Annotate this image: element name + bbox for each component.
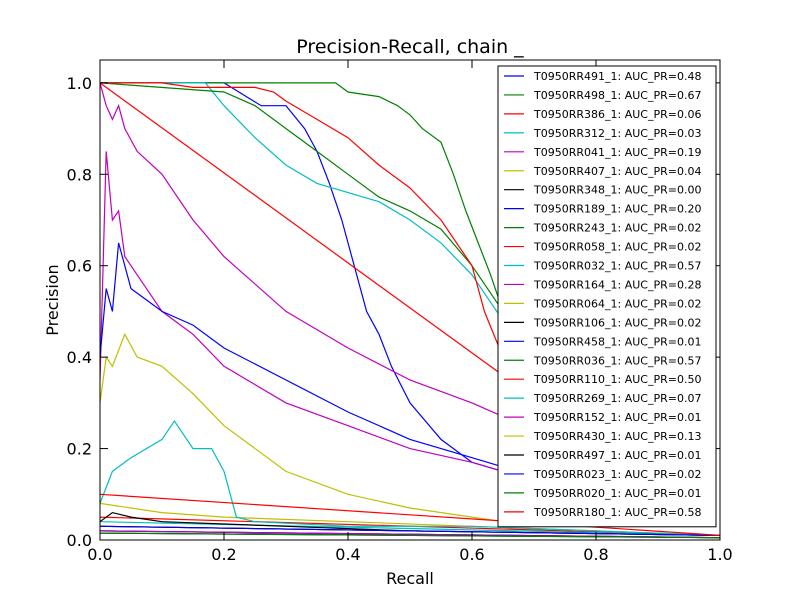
legend-entry: T0950RR348_1: AUC_PR=0.00	[533, 184, 701, 197]
series-line-10	[100, 82, 504, 321]
legend-entry: T0950RR430_1: AUC_PR=0.13	[533, 430, 701, 443]
legend-entry: T0950RR498_1: AUC_PR=0.67	[533, 89, 701, 102]
x-tick-label: 0.8	[583, 545, 608, 564]
legend-entry: T0950RR180_1: AUC_PR=0.58	[533, 506, 701, 519]
y-tick-label: 0.2	[67, 440, 92, 459]
series-line-15	[100, 82, 504, 312]
series-line-19	[100, 332, 504, 523]
legend-entry: T0950RR164_1: AUC_PR=0.28	[533, 278, 701, 291]
legend-entry: T0950RR152_1: AUC_PR=0.01	[533, 411, 701, 424]
legend-entry: T0950RR106_1: AUC_PR=0.02	[533, 316, 701, 329]
legend-entry: T0950RR110_1: AUC_PR=0.50	[533, 373, 701, 386]
legend-entry: T0950RR497_1: AUC_PR=0.01	[533, 449, 701, 462]
y-tick-label: 0.4	[67, 348, 92, 367]
series-line-17	[100, 420, 720, 536]
legend-entry: T0950RR491_1: AUC_PR=0.48	[533, 70, 701, 83]
legend-entry: T0950RR023_1: AUC_PR=0.02	[533, 468, 701, 481]
legend-box	[497, 65, 717, 528]
chart-title: Precision-Recall, chain _	[296, 36, 524, 58]
legend-entry: T0950RR032_1: AUC_PR=0.57	[533, 260, 701, 273]
legend-entry: T0950RR243_1: AUC_PR=0.02	[533, 222, 701, 235]
legend: T0950RR491_1: AUC_PR=0.48 T0950RR498_1: A…	[497, 65, 717, 528]
series-line-3	[100, 521, 720, 536]
series-line-1	[100, 82, 504, 312]
series-line-24	[100, 493, 720, 536]
y-tick-label: 0.6	[67, 257, 92, 276]
series-line-23	[100, 82, 504, 358]
x-tick-label: 0.4	[335, 545, 360, 564]
x-tick-label: 1.0	[707, 545, 732, 564]
legend-entry: T0950RR386_1: AUC_PR=0.06	[533, 108, 701, 121]
series-line-4	[100, 151, 504, 472]
y-axis-label: Precision	[43, 264, 62, 335]
x-tick-label: 0.6	[459, 545, 484, 564]
series-layer	[100, 82, 720, 539]
plot-frame	[99, 59, 721, 541]
series-line-16	[100, 82, 504, 376]
legend-entry: T0950RR058_1: AUC_PR=0.02	[533, 241, 701, 254]
legend-entry: T0950RR036_1: AUC_PR=0.57	[533, 354, 701, 367]
x-axis-label: Recall	[386, 569, 434, 588]
legend-entry: T0950RR020_1: AUC_PR=0.01	[533, 487, 701, 500]
legend-entry: T0950RR064_1: AUC_PR=0.02	[533, 297, 701, 310]
series-line-11	[100, 82, 504, 418]
x-ticks: 0.0 0.2 0.4 0.6 0.8 1.0	[87, 60, 733, 564]
series-line-22	[100, 532, 720, 539]
legend-entry: T0950RR312_1: AUC_PR=0.03	[533, 127, 701, 140]
legend-entry: T0950RR041_1: AUC_PR=0.19	[533, 146, 701, 159]
series-line-0	[100, 82, 504, 472]
series-line-21	[100, 525, 720, 536]
x-tick-label: 0.2	[211, 545, 236, 564]
series-line-7	[100, 242, 504, 468]
legend-entry: T0950RR458_1: AUC_PR=0.01	[533, 335, 701, 348]
y-tick-label: 1.0	[67, 74, 92, 93]
legend-entry: T0950RR189_1: AUC_PR=0.20	[533, 203, 701, 216]
legend-entry: T0950RR407_1: AUC_PR=0.04	[533, 165, 701, 178]
x-tick-label: 0.0	[87, 545, 112, 564]
legend-entry: T0950RR269_1: AUC_PR=0.07	[533, 392, 701, 405]
y-ticks: 0.0 0.2 0.4 0.6 0.8 1.0	[67, 74, 720, 550]
y-tick-label: 0.0	[67, 531, 92, 550]
y-tick-label: 0.8	[67, 165, 92, 184]
